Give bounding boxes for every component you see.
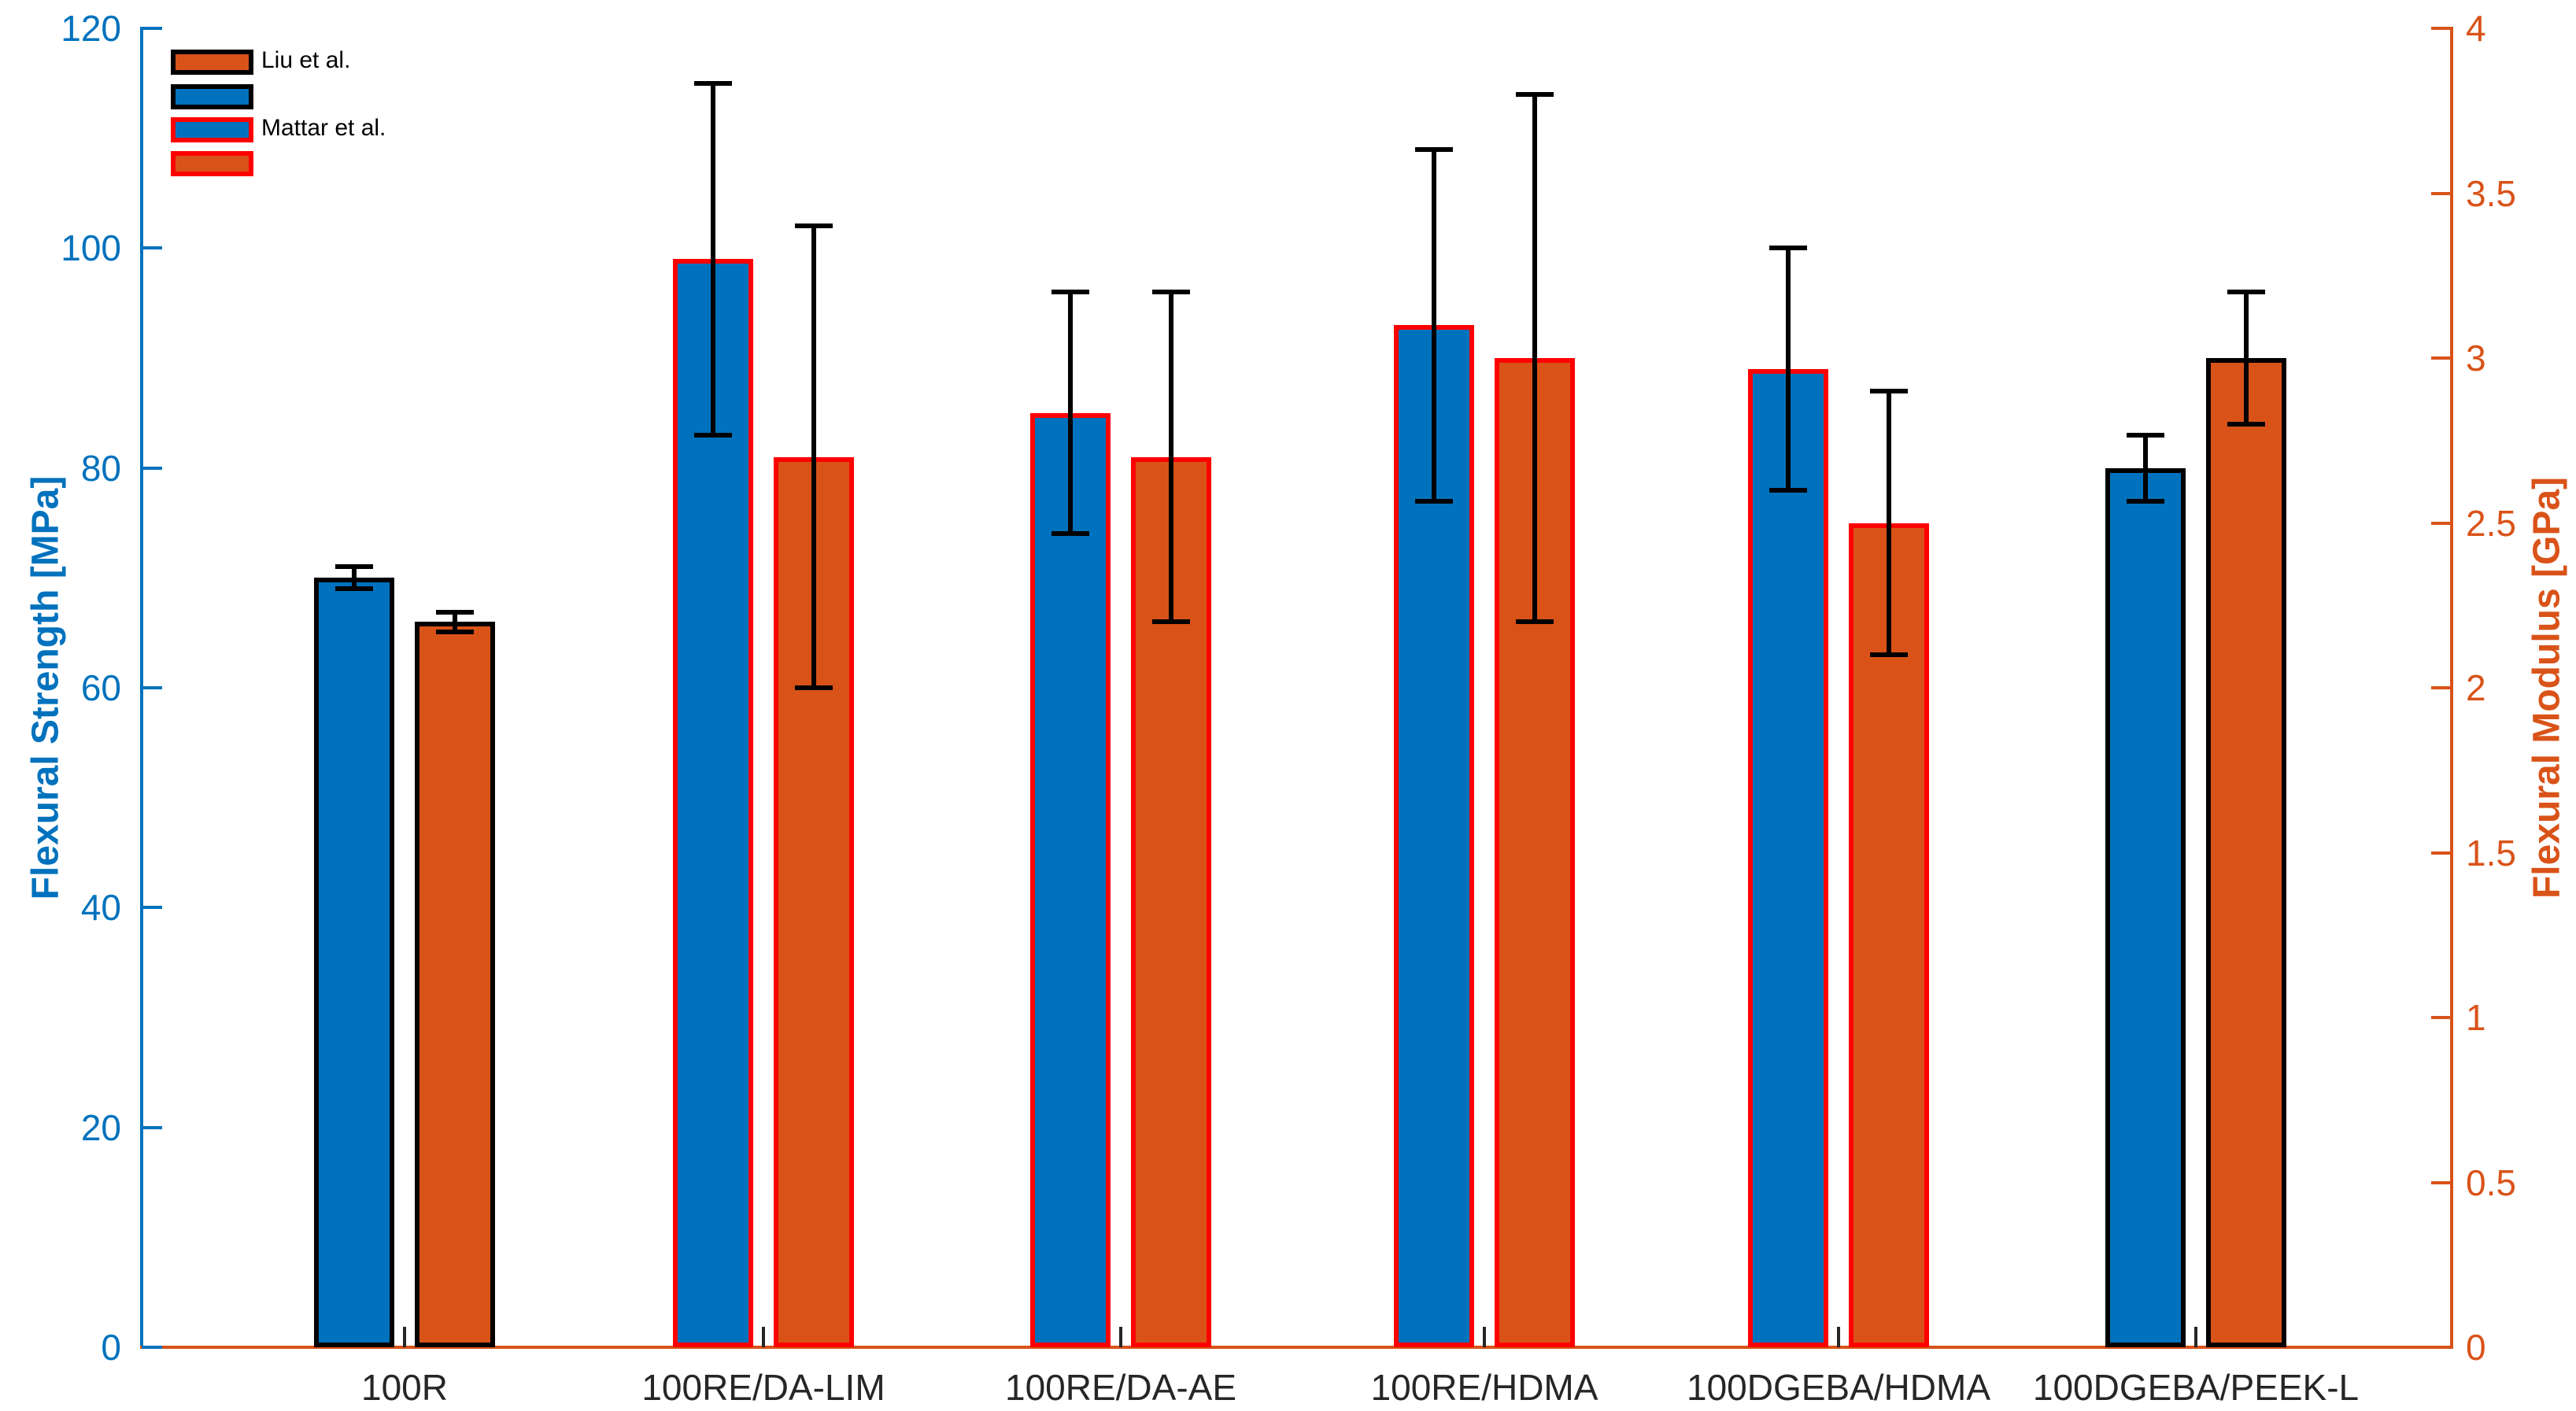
x-tick — [1483, 1327, 1486, 1347]
error-bar-line — [2143, 434, 2148, 501]
error-bar-cap-bottom — [1769, 487, 1807, 493]
error-bar-line — [1432, 149, 1436, 501]
legend-swatch — [171, 84, 253, 109]
x-tick-label: 100DGEBA/HDMA — [1686, 1367, 1990, 1408]
error-bar-cap-top — [795, 223, 833, 229]
x-tick-label: 100R — [361, 1367, 448, 1408]
error-bar-cap-bottom — [436, 629, 474, 634]
legend-swatch — [171, 151, 253, 176]
error-bar-line — [1169, 292, 1173, 622]
legend-swatch — [171, 117, 253, 142]
error-bar-line — [1786, 248, 1791, 490]
x-tick — [1119, 1327, 1122, 1347]
y-tick-right — [2431, 521, 2452, 525]
error-bar-cap-bottom — [1516, 619, 1554, 625]
error-bar-cap-bottom — [1415, 498, 1453, 504]
error-bar-cap-bottom — [2127, 498, 2164, 504]
strength-bar — [2105, 467, 2186, 1347]
y-tick-right — [2431, 851, 2452, 855]
error-bar-line — [453, 611, 457, 632]
y-tick-left — [142, 1346, 162, 1349]
x-tick-label: 100RE/HDMA — [1370, 1367, 1598, 1408]
y-tick-right — [2431, 27, 2452, 30]
error-bar-cap-top — [1769, 246, 1807, 251]
y-tick-left — [142, 466, 162, 470]
error-bar-cap-top — [1415, 146, 1453, 152]
y-tick-label-right: 0.5 — [2466, 1162, 2516, 1203]
error-bar-cap-bottom — [1870, 652, 1908, 658]
y-tick-label-right: 2 — [2466, 667, 2486, 708]
error-bar-cap-bottom — [2227, 421, 2265, 427]
strength-bar — [673, 259, 753, 1347]
y-tick-label-left: 100 — [61, 227, 121, 269]
error-bar-cap-top — [694, 80, 732, 86]
error-bar-cap-top — [1051, 290, 1089, 295]
error-bar-cap-top — [2227, 290, 2265, 295]
x-tick-label: 100RE/DA-AE — [1004, 1367, 1236, 1408]
legend-swatch — [171, 50, 253, 75]
error-bar-line — [2244, 292, 2249, 424]
y-tick-right — [2431, 191, 2452, 195]
y-tick-right — [2431, 1180, 2452, 1184]
y-tick-label-right: 4 — [2466, 8, 2486, 49]
error-bar-cap-top — [2127, 432, 2164, 438]
error-bar-cap-top — [335, 564, 373, 570]
error-bar-cap-bottom — [795, 685, 833, 690]
error-bar-line — [1068, 292, 1073, 534]
y-tick-label-left: 40 — [80, 887, 121, 929]
y-tick-left — [142, 686, 162, 689]
y-tick-left — [142, 27, 162, 30]
error-bar-cap-bottom — [1152, 619, 1190, 625]
y-tick-label-left: 60 — [80, 667, 121, 708]
x-tick — [403, 1327, 406, 1347]
error-bar-cap-bottom — [1051, 531, 1089, 537]
x-tick — [762, 1327, 765, 1347]
modulus-bar — [1849, 523, 1929, 1347]
error-bar-cap-bottom — [335, 586, 373, 592]
y-tick-label-right: 2.5 — [2466, 502, 2516, 544]
error-bar-cap-bottom — [694, 432, 732, 438]
y-tick-label-left: 0 — [101, 1327, 121, 1368]
error-bar-line — [711, 83, 715, 435]
y-tick-label-right: 0 — [2466, 1327, 2486, 1368]
strength-bar — [1030, 412, 1111, 1347]
y-tick-left — [142, 1125, 162, 1129]
y-tick-label-right: 3.5 — [2466, 172, 2516, 214]
y-tick-label-left: 120 — [61, 8, 121, 49]
legend-label: Mattar et al. — [261, 115, 386, 141]
legend-label: Liu et al. — [261, 47, 351, 73]
error-bar-cap-top — [1152, 290, 1190, 295]
y-axis-line-right — [2450, 27, 2453, 1349]
error-bar-line — [352, 567, 357, 589]
y-tick-left — [142, 246, 162, 250]
modulus-bar — [2206, 358, 2286, 1347]
x-tick — [2194, 1327, 2197, 1347]
y-tick-label-left: 80 — [80, 447, 121, 489]
error-bar-cap-top — [1516, 91, 1554, 97]
y-tick-left — [142, 906, 162, 910]
y-tick-label-right: 3 — [2466, 338, 2486, 379]
y-tick-right — [2431, 1016, 2452, 1019]
error-bar-line — [1532, 94, 1537, 622]
error-bar-cap-top — [436, 609, 474, 615]
y-tick-right — [2431, 356, 2452, 360]
y-tick-right — [2431, 1346, 2452, 1349]
y-tick-label-right: 1.5 — [2466, 832, 2516, 874]
modulus-bar — [415, 622, 495, 1347]
strength-bar — [314, 578, 394, 1347]
y-tick-label-right: 1 — [2466, 997, 2486, 1038]
error-bar-line — [811, 226, 816, 688]
strength-bar — [1748, 368, 1828, 1347]
error-bar-line — [1887, 390, 1891, 656]
y-tick-right — [2431, 686, 2452, 689]
error-bar-cap-top — [1870, 388, 1908, 393]
x-axis-line — [140, 1346, 2453, 1349]
x-tick-label: 100RE/DA-LIM — [641, 1367, 885, 1408]
x-tick-label: 100DGEBA/PEEK-L — [2032, 1367, 2360, 1408]
x-tick — [1837, 1327, 1840, 1347]
y-tick-label-left: 20 — [80, 1106, 121, 1148]
